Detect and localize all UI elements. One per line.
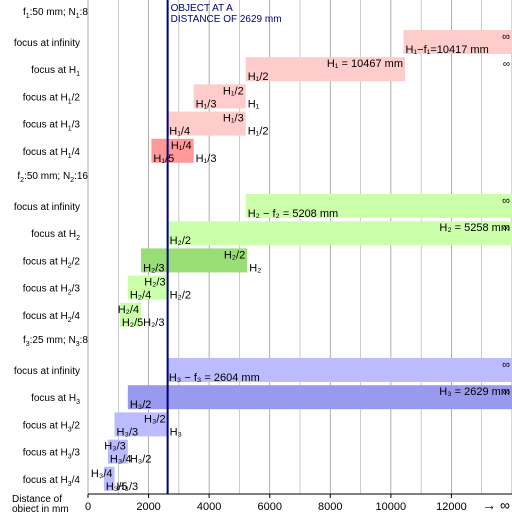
dof-bar	[127, 385, 512, 410]
row-label: focus at H3	[31, 393, 80, 406]
far-limit-label: H₂/4	[118, 304, 139, 316]
extra-limit-label: H₂/3	[143, 317, 164, 329]
near-limit-label: H₂/3	[143, 262, 164, 274]
near-limit-label: H₁/5	[153, 153, 174, 165]
row-label: focus at H3/3	[23, 448, 81, 461]
far-limit-label: H₃/3	[104, 441, 126, 453]
dof-bar	[245, 57, 406, 82]
row-label: focus at H2	[31, 229, 80, 242]
x-tick-label: 12000	[436, 501, 467, 512]
x-tick-label: 8000	[318, 501, 342, 512]
near-limit-label: H₁/3	[196, 98, 217, 110]
near-limit-label: H₂/4	[130, 290, 151, 302]
near-limit-label: H₃ − f₃ = 2604 mm	[169, 372, 260, 384]
dof-bar	[119, 302, 142, 327]
far-limit-label: H₂/3	[144, 277, 165, 289]
dof-bar	[107, 439, 128, 464]
label-layer: f1:50 mm; N1:8 focus at infinity H₁−f₁=104…	[14, 7, 510, 493]
row-label: focus at H1/4	[23, 147, 81, 160]
dof-bar	[103, 466, 115, 491]
near-limit-label: H₁/2	[248, 71, 269, 83]
group-header: f1:50 mm; N1:8	[23, 7, 88, 20]
far-limit-label: H₃/4	[91, 468, 113, 480]
near-limit-label: H₂/2	[170, 235, 191, 247]
dof-bar	[151, 138, 194, 163]
far-limit-label: H₁/3	[223, 113, 244, 125]
row-label: focus at infinity	[14, 38, 80, 49]
group-header: f3:25 mm; N3:8	[23, 335, 88, 348]
row-label: focus at H2/3	[23, 284, 81, 297]
extra-limit-label: H₂/2	[170, 290, 191, 302]
x-axis-label-line-1: Distance of	[12, 494, 62, 505]
dof-bar	[167, 221, 512, 246]
x-tick-label: 4000	[197, 501, 221, 512]
near-limit-label: H₃/3	[117, 426, 139, 438]
infinity-label: ∞	[503, 387, 510, 398]
title-line-2: DISTANCE OF 2629 mm	[171, 14, 282, 25]
far-limit-label: H₁/2	[223, 85, 244, 97]
row-label: focus at H3/4	[23, 475, 81, 488]
far-limit-label: ∞	[502, 359, 510, 371]
row-label: focus at H2/4	[23, 311, 81, 324]
dof-bar	[166, 358, 512, 382]
near-limit-label: H₃/4	[110, 454, 132, 466]
x-infinity-label: → ∞	[482, 497, 510, 512]
dof-bar	[141, 248, 248, 273]
row-label: focus at H1/3	[23, 120, 81, 133]
extra-limit-label: H₃	[170, 426, 182, 438]
far-limit-label: H₃/2	[144, 413, 166, 425]
far-limit-label: ∞	[502, 31, 510, 43]
extra-limit-label: H₁	[248, 98, 260, 110]
grid-layer	[87, 0, 512, 494]
far-limit-label: H₂/2	[224, 249, 245, 261]
far-limit-label: H₁/4	[171, 140, 192, 152]
dof-bar	[127, 275, 168, 300]
extra-limit-label: H₃/2	[130, 454, 152, 466]
x-axis-label-line-2: object in mm	[12, 504, 69, 512]
far-limit-label: H₃ = 2629 mm	[439, 386, 510, 398]
group-header: f2:50 mm; N2:16	[17, 171, 88, 184]
far-limit-label: H₁ = 10467 mm	[327, 58, 403, 70]
row-label: focus at H3/2	[23, 420, 81, 433]
near-limit-label: H₁/4	[169, 126, 190, 138]
near-limit-label: H₁−f₁=10417 mm	[405, 44, 488, 56]
x-tick-label: 6000	[257, 501, 281, 512]
infinity-label: ∞	[503, 223, 510, 234]
x-tick-label: 10000	[376, 501, 407, 512]
row-label: focus at H2/2	[23, 256, 81, 269]
near-limit-label: H₂/5	[122, 317, 143, 329]
near-limit-label: H₃/2	[130, 399, 152, 411]
dof-bar	[403, 30, 512, 54]
near-limit-label: H₂ − f₂ = 5208 mm	[248, 208, 338, 220]
infinity-label: ∞	[503, 59, 510, 70]
dof-bar	[193, 84, 246, 109]
title-line-1: OBJECT AT A	[171, 3, 234, 14]
row-label: focus at H1	[31, 65, 80, 78]
row-label: focus at H1/2	[23, 92, 81, 105]
extra-limit-label: H₃/3	[117, 481, 139, 493]
near-limit-label: H₃/5	[106, 481, 128, 493]
extra-limit-label: H₁/2	[248, 126, 269, 138]
extra-limit-label: H₂	[249, 262, 261, 274]
x-tick-label: 0	[85, 501, 91, 512]
row-label: focus at infinity	[14, 202, 80, 213]
far-limit-label: ∞	[502, 195, 510, 207]
dof-bar	[245, 194, 512, 218]
far-limit-label: H₂ = 5258 mm	[439, 222, 510, 234]
bar-layer	[103, 30, 512, 491]
extra-limit-label: H₁/3	[196, 153, 217, 165]
dof-bar	[114, 412, 168, 437]
row-label: focus at infinity	[14, 366, 80, 377]
dof-bar	[167, 111, 246, 136]
x-tick-label: 2000	[136, 501, 160, 512]
